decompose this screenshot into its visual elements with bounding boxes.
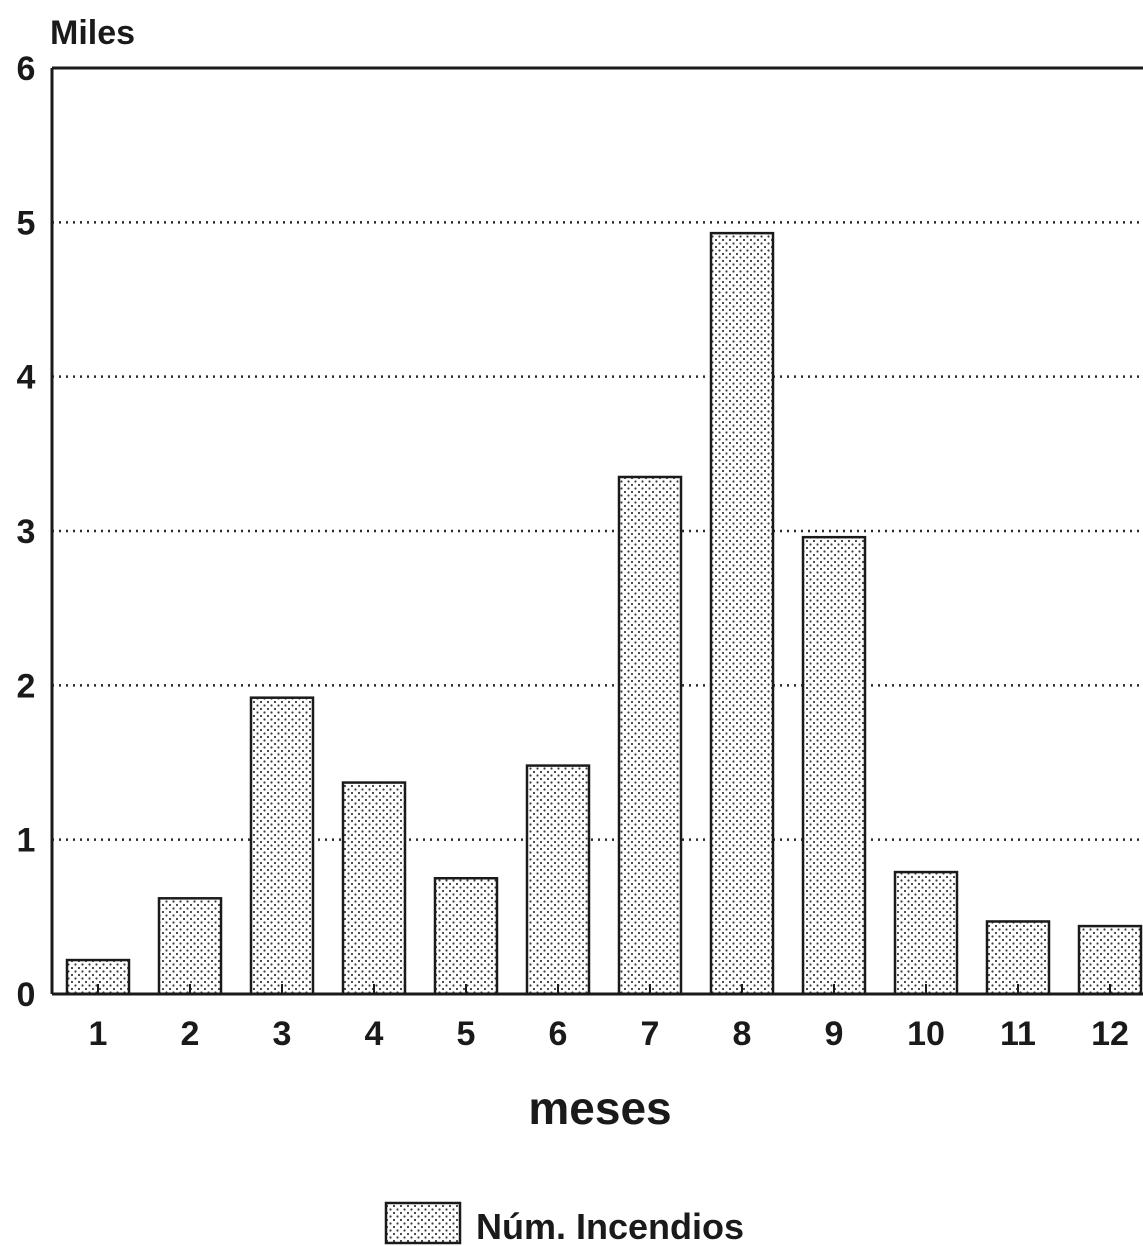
x-tick-label: 3 bbox=[273, 1015, 292, 1053]
bars bbox=[65, 231, 1143, 996]
x-tick-labels: 1 2 3 4 5 6 7 8 9 10 11 12 bbox=[89, 1015, 1129, 1053]
plot-frame bbox=[50, 66, 1143, 996]
legend: Núm. Incendios bbox=[384, 1201, 744, 1246]
y-tick-label: 1 bbox=[17, 822, 36, 860]
bar bbox=[249, 696, 315, 996]
bar bbox=[1077, 924, 1143, 996]
x-tick-label: 2 bbox=[181, 1015, 200, 1053]
bar bbox=[893, 870, 959, 996]
x-tick-label: 7 bbox=[641, 1015, 660, 1053]
x-tick-label: 10 bbox=[907, 1015, 945, 1053]
bar bbox=[709, 231, 775, 996]
y-tick-label: 5 bbox=[17, 204, 36, 242]
x-axis-title: meses bbox=[528, 1082, 671, 1134]
y-tick-label: 0 bbox=[17, 976, 36, 1014]
y-tick-label: 4 bbox=[17, 359, 36, 397]
y-tick-label: 6 bbox=[17, 50, 36, 88]
bar bbox=[157, 897, 223, 996]
y-tick-label: 3 bbox=[17, 513, 36, 551]
bar bbox=[801, 535, 867, 996]
legend-swatch bbox=[384, 1201, 462, 1245]
legend-label: Núm. Incendios bbox=[476, 1206, 744, 1246]
x-tick-label: 12 bbox=[1091, 1015, 1129, 1053]
x-tick-label: 4 bbox=[365, 1015, 384, 1053]
x-tick-label: 9 bbox=[825, 1015, 844, 1053]
y-tick-label: 2 bbox=[17, 667, 36, 705]
x-tick-label: 5 bbox=[457, 1015, 476, 1053]
x-tick-label: 11 bbox=[1000, 1015, 1036, 1053]
bar bbox=[433, 877, 499, 996]
x-tick-label: 8 bbox=[733, 1015, 752, 1053]
y-tick-labels: 0 1 2 3 4 5 6 bbox=[17, 50, 36, 1014]
x-tick-label: 1 bbox=[89, 1015, 108, 1053]
bar bbox=[985, 920, 1051, 996]
unit-label: Miles bbox=[50, 14, 135, 52]
bar bbox=[341, 781, 407, 996]
gridlines bbox=[52, 221, 1143, 841]
x-tick-label: 6 bbox=[549, 1015, 568, 1053]
bar bbox=[525, 764, 591, 996]
bar bbox=[617, 475, 683, 996]
